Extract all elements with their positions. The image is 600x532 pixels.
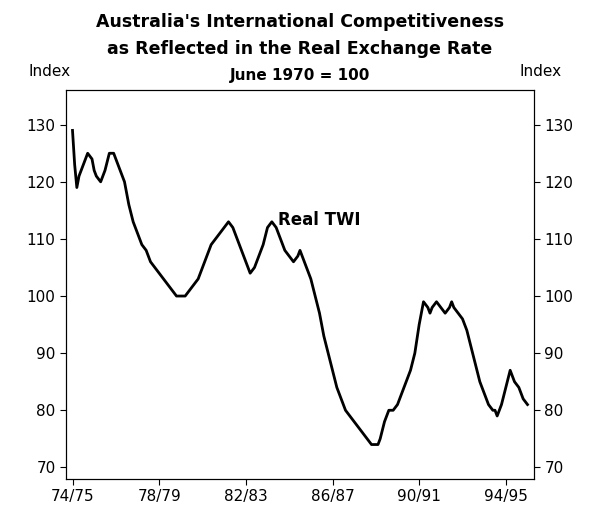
Text: Index: Index <box>520 64 562 79</box>
Text: Australia's International Competitiveness: Australia's International Competitivenes… <box>96 13 504 31</box>
Text: Real TWI: Real TWI <box>278 211 361 229</box>
Text: Index: Index <box>29 64 71 79</box>
Text: as Reflected in the Real Exchange Rate: as Reflected in the Real Exchange Rate <box>107 40 493 58</box>
Text: June 1970 = 100: June 1970 = 100 <box>230 68 370 83</box>
